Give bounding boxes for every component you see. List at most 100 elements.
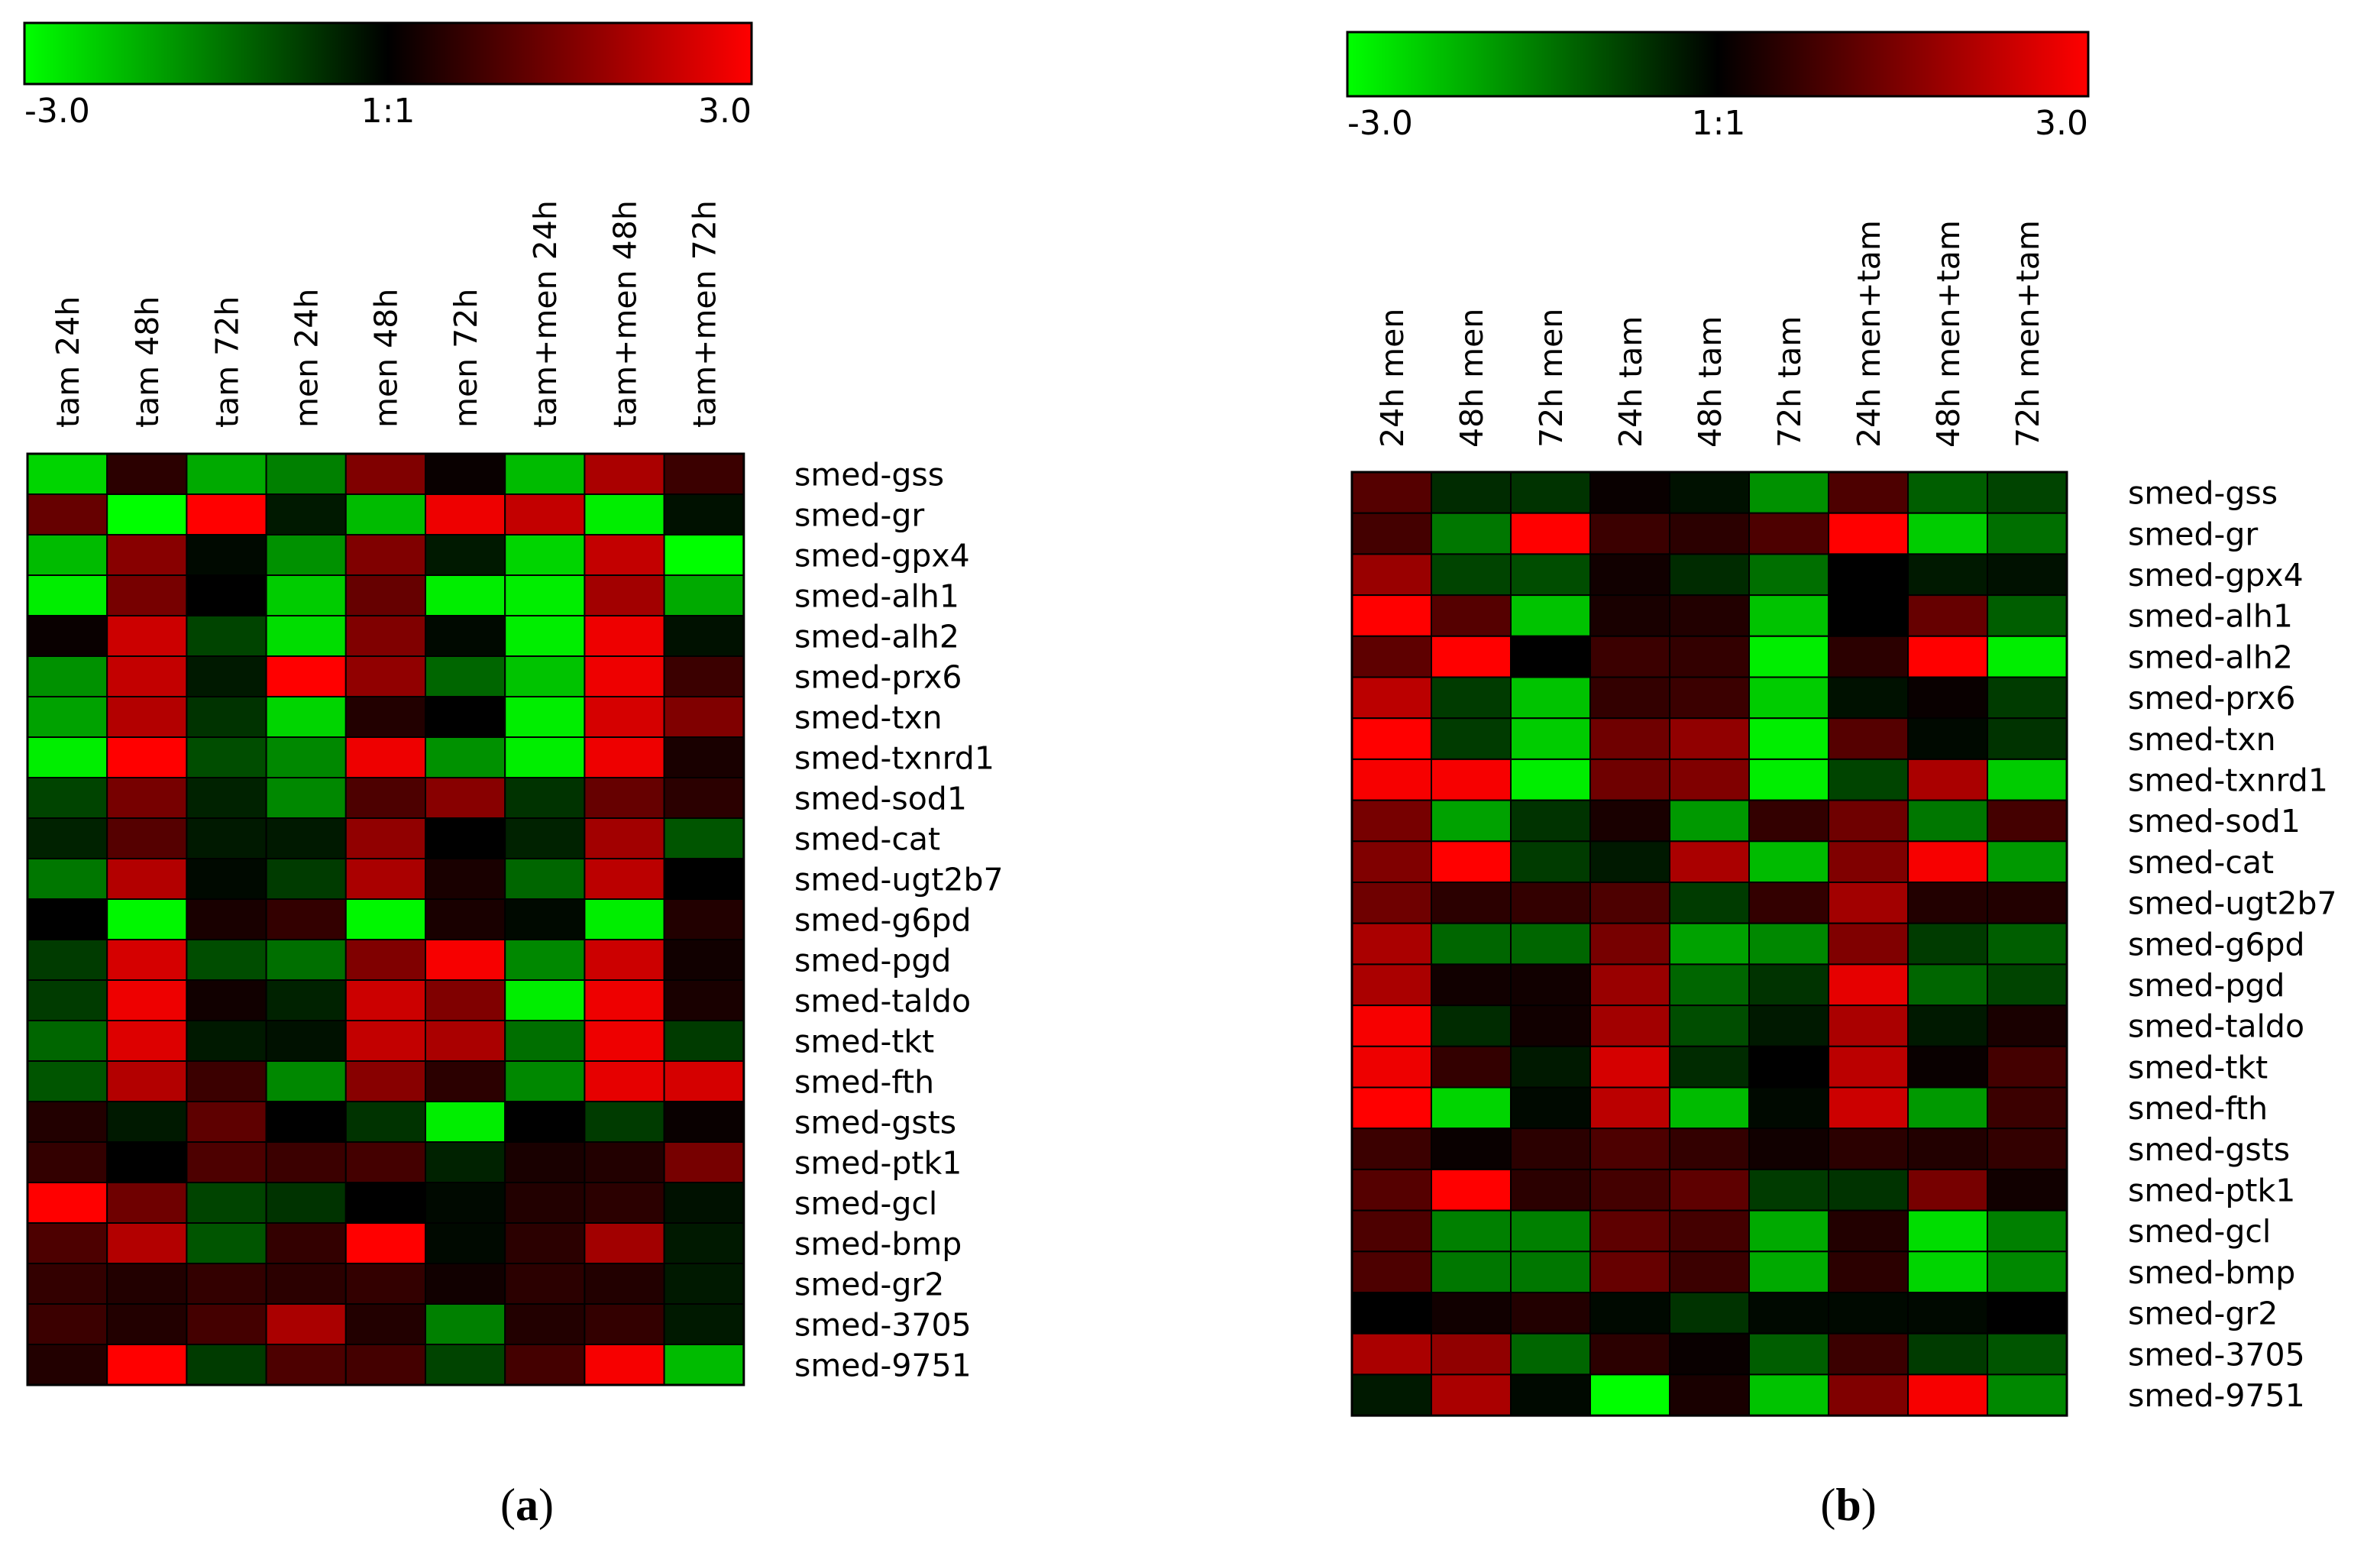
heatmap-cell (27, 1222, 108, 1264)
row-label: smed-prx6 (794, 658, 962, 695)
heatmap-cell (186, 696, 267, 738)
heatmap-cell (27, 655, 108, 697)
heatmap-cell (106, 979, 188, 1021)
heatmap-cell (1748, 1332, 1829, 1376)
heatmap-cell (504, 736, 586, 778)
heatmap-cell (1351, 799, 1432, 843)
heatmap-cell (1907, 553, 1988, 597)
heatmap-cell (504, 1303, 586, 1345)
heatmap-cell (584, 696, 665, 738)
heatmap-cell (186, 493, 267, 535)
heatmap-cell (344, 534, 426, 576)
heatmap-cell (1748, 471, 1829, 514)
row-label: smed-g6pd (2128, 926, 2305, 963)
heatmap-cell (1351, 1005, 1432, 1047)
heatmap-cell (344, 1060, 426, 1102)
heatmap-cell (106, 655, 188, 697)
heatmap-cell (1589, 471, 1670, 514)
row-label: smed-fth (2128, 1090, 2268, 1127)
heatmap-cell (1907, 1250, 1988, 1294)
heatmap-cell (186, 1141, 267, 1183)
heatmap-cell (1748, 922, 1829, 966)
heatmap-cell (425, 1222, 506, 1264)
heatmap-cell (27, 736, 108, 778)
heatmap-cell (663, 979, 745, 1021)
heatmap-cell (1431, 471, 1512, 514)
column-label: tam 24h (50, 296, 86, 428)
heatmap-cell (663, 1182, 745, 1224)
heatmap-cell (1987, 1292, 2068, 1335)
heatmap-cell (504, 1141, 586, 1183)
heatmap-cell (663, 1020, 745, 1062)
heatmap-cell (1828, 1045, 1909, 1089)
heatmap-cell (186, 777, 267, 819)
row-label: smed-cat (2128, 844, 2274, 881)
heatmap-cell (344, 817, 426, 859)
heatmap-cell (344, 858, 426, 900)
heatmap-cell (1907, 1168, 1988, 1212)
row-label: smed-ptk1 (2128, 1173, 2295, 1209)
heatmap-cell (1510, 799, 1591, 843)
column-label: 24h men+tam (1851, 220, 1887, 448)
heatmap-cell (1828, 1128, 1909, 1170)
heatmap-cell (1748, 635, 1829, 678)
heatmap-cell (265, 1060, 347, 1102)
heatmap-cell (1431, 1005, 1512, 1047)
column-label: 72h men+tam (2010, 220, 2046, 448)
heatmap-cell (663, 574, 745, 616)
heatmap-cell (344, 1101, 426, 1143)
heatmap-cell (1987, 1373, 2068, 1417)
heatmap-cell (1669, 1292, 1750, 1335)
heatmap-cell (1748, 1168, 1829, 1212)
heatmap-cell (1589, 1086, 1670, 1130)
heatmap-cell (1510, 963, 1591, 1007)
heatmap-cell (1589, 882, 1670, 924)
heatmap-cell (584, 1060, 665, 1102)
heatmap-cell (186, 858, 267, 900)
heatmap-cell (1510, 1332, 1591, 1376)
heatmap-cell (1987, 1086, 2068, 1130)
heatmap-cell (1669, 1332, 1750, 1376)
heatmap-cell (1510, 635, 1591, 678)
heatmap-cell (344, 1222, 426, 1264)
column-labels: 24h men 48h men 72h men 24h tam 48h tam 72h t… (1374, 220, 2046, 448)
heatmap-cell (425, 1101, 506, 1143)
heatmap-cell (186, 1263, 267, 1305)
heatmap-cell (1987, 1209, 2068, 1253)
heatmap-cell (1907, 1086, 1988, 1130)
heatmap-cell (1828, 594, 1909, 637)
heatmap-cell (1351, 1292, 1432, 1335)
heatmap-cell (106, 1060, 188, 1102)
heatmap-cell (425, 898, 506, 940)
heatmap-cell (1987, 758, 2068, 801)
heatmap-cell (1907, 922, 1988, 966)
heatmap-cell (1669, 1005, 1750, 1047)
heatmap-cell (1510, 676, 1591, 720)
heatmap-cell (27, 615, 108, 657)
heatmap-cell (1748, 512, 1829, 555)
heatmap-cell (425, 939, 506, 981)
heatmap-cell (1748, 1128, 1829, 1170)
heatmap-cell (663, 1222, 745, 1264)
heatmap-cell (1431, 758, 1512, 801)
heatmap-cell (106, 453, 188, 495)
row-label: smed-gss (2128, 475, 2278, 512)
heatmap-cell (1748, 717, 1829, 760)
heatmap-cell (1351, 882, 1432, 924)
heatmap-cell (1431, 1250, 1512, 1294)
heatmap-cell (1431, 1128, 1512, 1170)
heatmap-cell (1669, 799, 1750, 843)
heatmap-cell (1351, 1128, 1432, 1170)
heatmap-cell (1748, 1292, 1829, 1335)
heatmap-cell (1669, 594, 1750, 637)
heatmap-cell (1351, 553, 1432, 597)
heatmap-cell (1669, 676, 1750, 720)
heatmap-cell (504, 939, 586, 981)
heatmap-cell (663, 939, 745, 981)
heatmap-cell (186, 898, 267, 940)
heatmap-cell (663, 655, 745, 697)
row-label: smed-gr2 (2128, 1296, 2278, 1332)
heatmap-cell (1828, 676, 1909, 720)
heatmap-cell (1907, 882, 1988, 924)
heatmap-cell (344, 696, 426, 738)
